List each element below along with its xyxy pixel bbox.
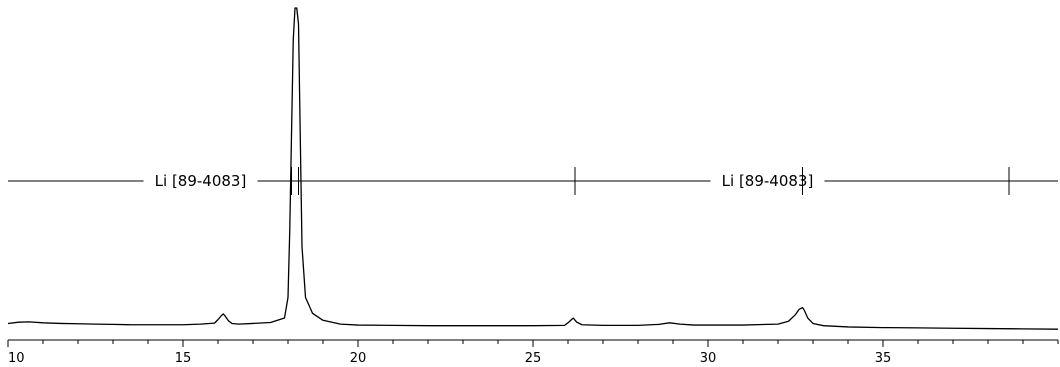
- x-axis: 10 15 20 25 30 35: [7, 339, 1059, 366]
- x-tick-label: 30: [700, 351, 717, 366]
- x-tick-label: 25: [525, 351, 542, 366]
- x-tick-label: 10: [8, 351, 25, 366]
- reference-pattern-label: Li [89-4083]: [155, 172, 247, 190]
- diffraction-trace: [7, 7, 1059, 330]
- x-tick-label: 20: [350, 351, 367, 366]
- reference-pattern-label: Li [89-4083]: [722, 172, 814, 190]
- x-tick-label: 35: [875, 351, 892, 366]
- x-tick-label: 15: [175, 351, 192, 366]
- reference-pattern-layer: Li [89-4083] Li [89-4083]: [8, 167, 1058, 195]
